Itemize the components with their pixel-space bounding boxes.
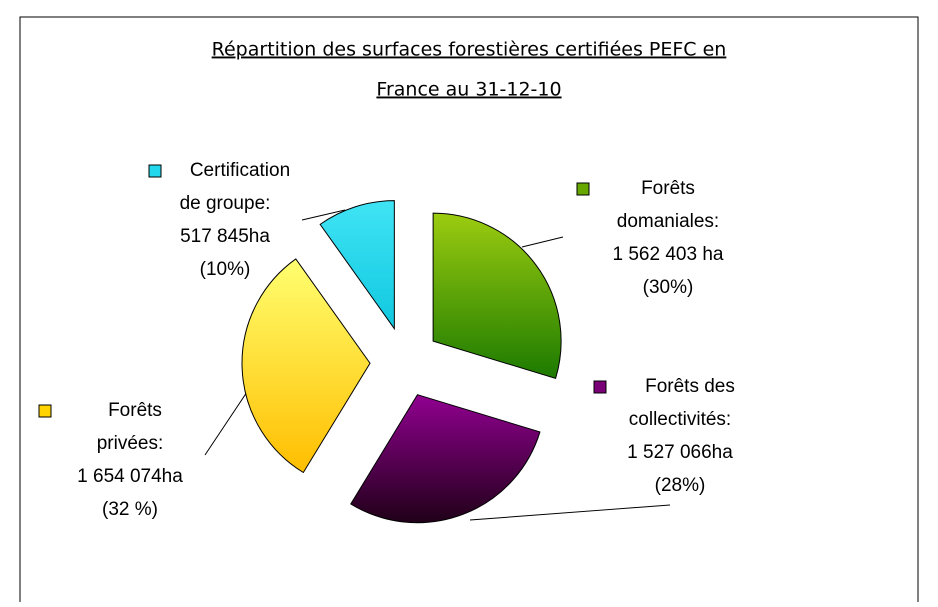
- leader-line: [469, 504, 671, 521]
- chart-title: France au 31-12-10: [376, 79, 561, 101]
- value-label: 1 562 403 ha: [613, 244, 724, 265]
- pie-slice: [241, 258, 371, 474]
- legend-marker: [148, 164, 162, 178]
- value-label: 517 845ha: [180, 226, 270, 247]
- category-label: Certification: [190, 160, 290, 181]
- value-label: 1 654 074ha: [77, 466, 183, 487]
- percent-label: (10%): [200, 259, 251, 280]
- category-label: privées:: [97, 433, 164, 454]
- pie-slice: [432, 212, 562, 380]
- category-label: collectivités:: [629, 409, 731, 430]
- legend-marker: [576, 182, 590, 196]
- leader-line: [301, 209, 346, 221]
- legend-marker: [593, 380, 607, 394]
- percent-label: (30%): [643, 277, 694, 298]
- category-label: de groupe:: [180, 193, 271, 214]
- percent-label: (32 %): [102, 499, 158, 520]
- chart-frame: [19, 16, 919, 602]
- category-label: Forêts: [108, 400, 162, 421]
- value-label: 1 527 066ha: [627, 442, 733, 463]
- chart-title: Répartition des surfaces forestières cer…: [212, 39, 727, 61]
- labels: Forêts domaniales: 1 562 403 ha (30%) Forêts…: [38, 160, 735, 520]
- category-label: Forêts des: [645, 376, 735, 397]
- percent-label: (28%): [655, 475, 706, 496]
- pie: [241, 200, 562, 524]
- category-label: Forêts: [641, 178, 695, 199]
- legend-marker: [38, 404, 52, 418]
- pie-slice: [350, 394, 541, 524]
- category-label: domaniales:: [617, 211, 719, 232]
- leader-line: [521, 236, 564, 248]
- pie-slice: [319, 200, 395, 331]
